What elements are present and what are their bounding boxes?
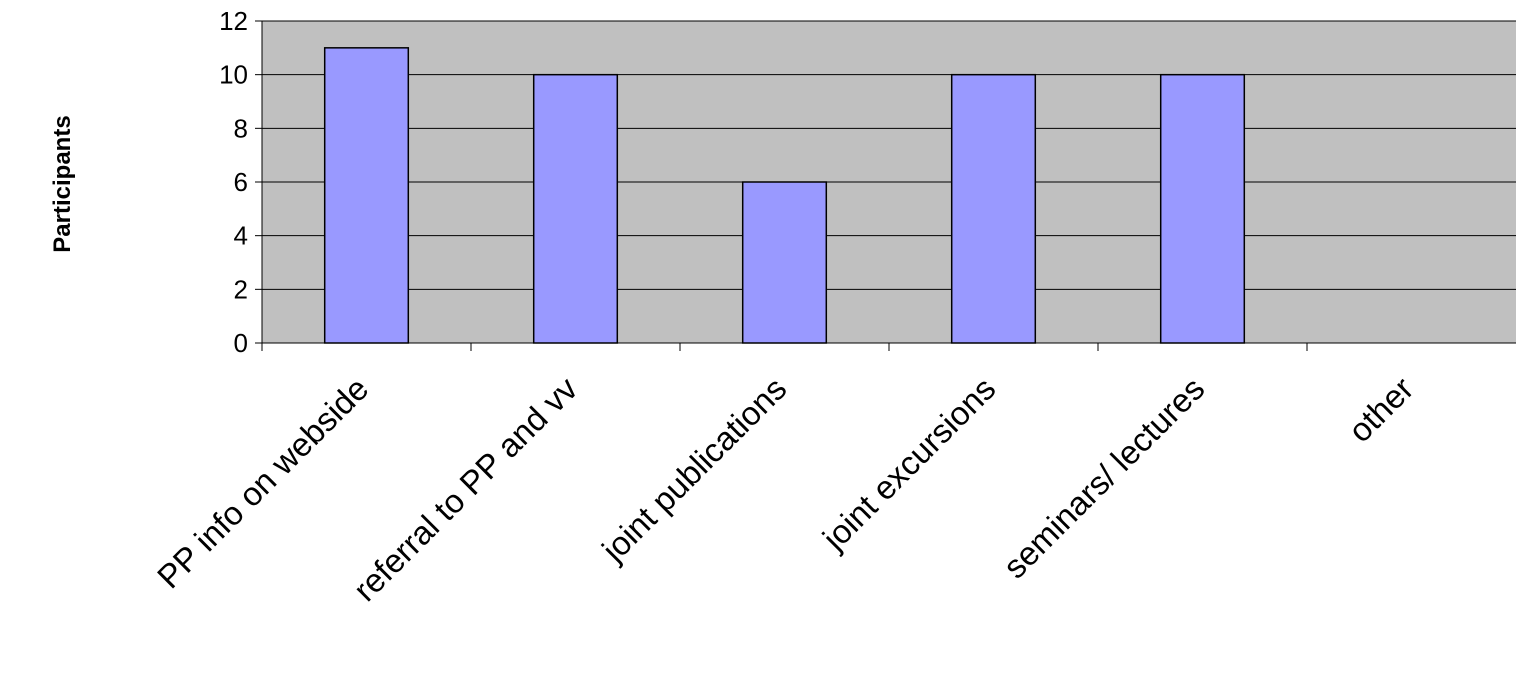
gridlines [262,20,1516,290]
category-label: referral to PP and vv [346,369,585,608]
bar [532,73,619,344]
y-tick-labels: 0 2 4 6 8 10 12 [219,6,248,358]
axes [255,20,1516,351]
y-axis-title: Participants [49,115,76,252]
category-label: other [1341,370,1420,449]
category-label: joint publications [594,370,793,569]
y-tick-label: 8 [234,113,248,143]
bar [741,181,828,344]
y-tick-label: 12 [219,6,248,36]
y-tick-label: 4 [234,221,248,251]
bar [950,73,1037,344]
category-label: joint excursions [815,370,1003,558]
category-label: PP info on webside [150,370,376,596]
y-tick-label: 2 [234,274,248,304]
y-tick-label: 10 [219,60,248,90]
y-tick-label: 6 [234,167,248,197]
bars [323,47,1246,344]
category-label: seminars/ lectures [996,370,1212,586]
bar [323,47,410,344]
bar [1159,73,1246,344]
y-tick-label: 0 [234,328,248,358]
